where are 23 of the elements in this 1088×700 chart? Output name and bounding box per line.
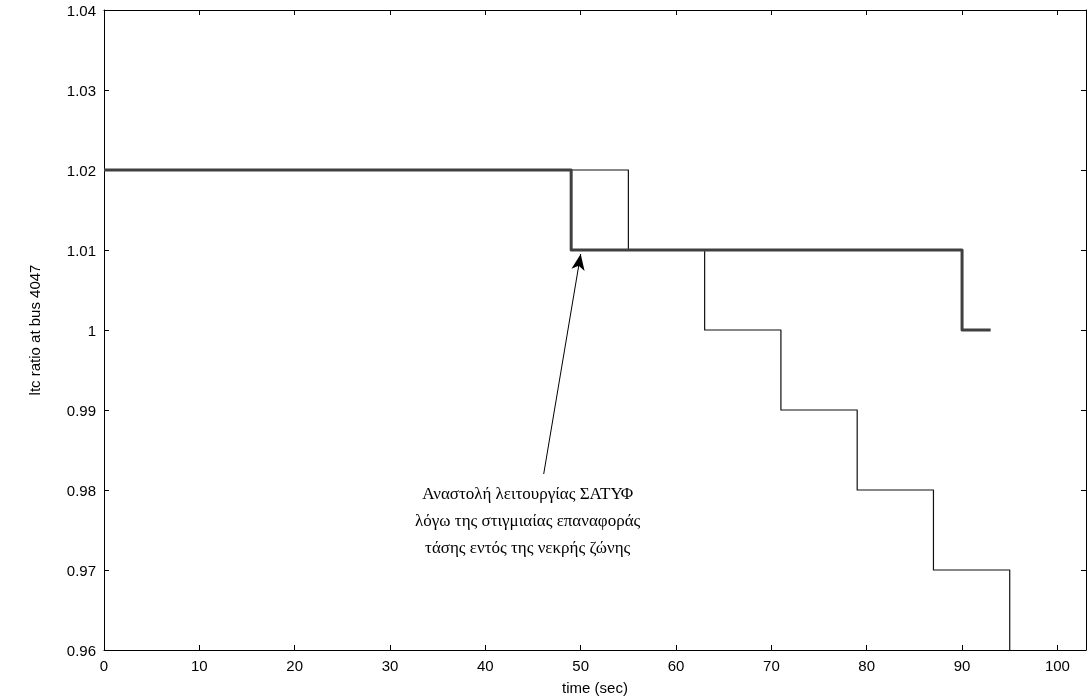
- x-tick-label: 80: [858, 657, 876, 674]
- y-tick-label: 1.01: [66, 241, 96, 259]
- y-tick-label: 1.02: [66, 161, 96, 179]
- y-tick-label: 1.04: [66, 1, 96, 19]
- y-tick-label: 0.98: [66, 481, 96, 499]
- x-tick-label: 20: [286, 657, 304, 674]
- y-tick-label: 0.99: [66, 401, 96, 419]
- x-tick-label: 100: [1044, 657, 1070, 674]
- x-tick-label: 70: [763, 657, 780, 674]
- y-tick-label: 1: [87, 321, 96, 339]
- x-axis-title: time (sec): [562, 679, 628, 696]
- y-tick-label: 0.97: [66, 561, 96, 579]
- x-tick-label: 50: [572, 657, 590, 674]
- x-tick-label: 10: [191, 657, 208, 674]
- x-tick-label: 90: [953, 657, 971, 674]
- y-tick-label: 0.96: [66, 641, 96, 659]
- x-tick-label: 0: [99, 657, 109, 674]
- x-tick-label: 60: [667, 657, 685, 674]
- y-axis-title: ltc ratio at bus 4047: [26, 264, 43, 396]
- y-tick-label: 1.03: [66, 81, 96, 99]
- annotation: Αναστολή λειτουργίας ΣΑΤΥΦ λόγω της στιγμιαίας επαναφοράς τάσης εντός της νεκρής ζώνης: [415, 484, 641, 557]
- x-tick-label: 40: [477, 657, 494, 674]
- x-tick-label: 30: [381, 657, 399, 674]
